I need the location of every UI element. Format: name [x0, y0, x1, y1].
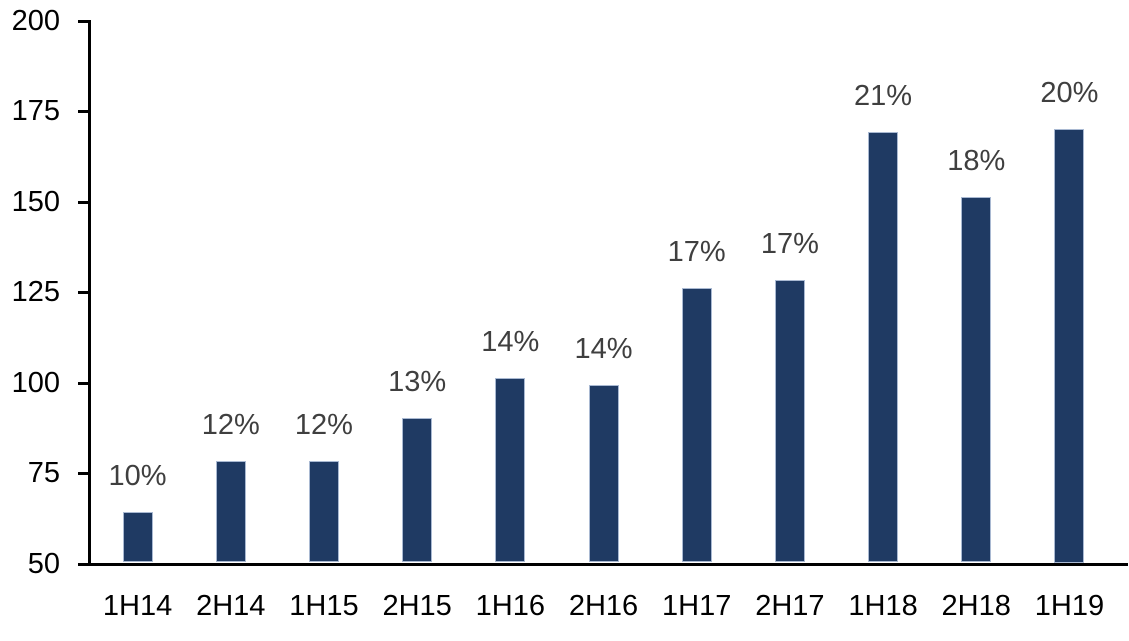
bar-value-label: 12%: [294, 409, 353, 442]
x-axis-tick-label: 1H18: [848, 590, 918, 622]
y-axis-tick: [78, 20, 90, 23]
bar: [961, 197, 992, 563]
bar: [1054, 128, 1085, 563]
x-axis-tick-label: 1H17: [662, 590, 732, 622]
bar: [308, 461, 339, 563]
x-axis-tick-label: 1H15: [289, 590, 359, 622]
y-axis-tick: [78, 110, 90, 114]
y-axis-tick: [78, 381, 90, 385]
bar: [402, 417, 433, 563]
x-axis-tick-label: 2H14: [196, 590, 266, 622]
bar-value-label: 17%: [667, 235, 726, 268]
bar-value-label: 18%: [947, 145, 1006, 178]
x-axis-tick-label: 1H19: [1034, 590, 1105, 622]
bar-value-label: 10%: [108, 459, 167, 492]
x-axis-tick-label: 2H15: [382, 590, 452, 622]
y-axis-tick-label: 100: [11, 366, 60, 399]
x-axis-line: [88, 562, 1128, 566]
bar-value-label: 21%: [854, 80, 913, 113]
bar: [868, 132, 899, 563]
bar-value-label: 12%: [201, 409, 260, 442]
bar: [495, 378, 526, 563]
bar-value-label: 13%: [388, 365, 447, 398]
y-axis-tick: [78, 291, 90, 295]
bar: [681, 287, 712, 563]
bar: [122, 511, 153, 563]
bar: [215, 461, 246, 563]
bar-value-label: 17%: [760, 228, 819, 261]
bar-value-label: 14%: [574, 333, 633, 366]
y-axis-tick-label: 175: [11, 95, 60, 128]
y-axis-tick: [78, 562, 90, 566]
x-axis-tick-label: 2H18: [941, 590, 1011, 622]
x-axis-tick-label: 2H17: [755, 590, 825, 622]
y-axis-tick-label: 75: [27, 457, 60, 490]
y-axis-tick-label: 150: [11, 185, 60, 218]
y-axis-tick-label: 200: [11, 5, 60, 37]
y-axis-tick-label: 50: [27, 547, 60, 580]
y-axis-tick-label: 125: [11, 276, 60, 309]
y-axis-tick: [78, 200, 90, 204]
bar: [588, 385, 619, 563]
x-axis-tick-label: 1H16: [475, 590, 545, 622]
bar-value-label: 14%: [481, 326, 540, 359]
bar-value-label: 20%: [1040, 76, 1099, 109]
x-axis-tick-label: 2H16: [568, 590, 639, 622]
y-axis-tick: [78, 472, 90, 476]
bar: [774, 280, 805, 563]
x-axis-tick-label: 1H14: [102, 590, 173, 622]
